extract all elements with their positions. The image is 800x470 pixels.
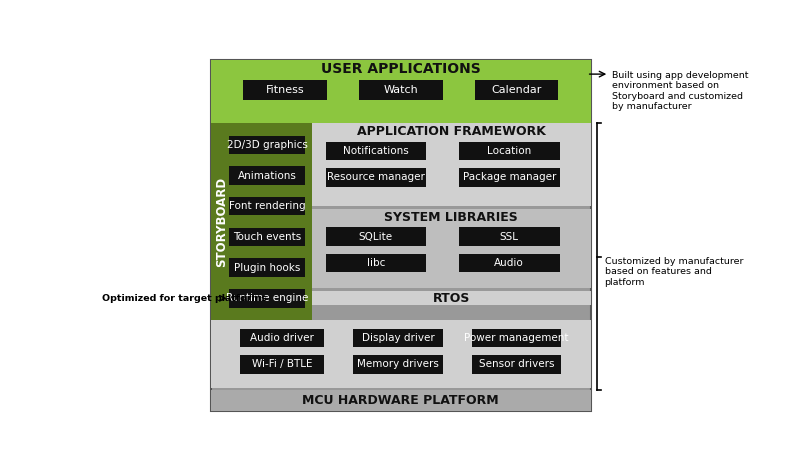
Text: Location: Location [487, 146, 531, 156]
Text: RTOS: RTOS [432, 292, 470, 305]
Bar [230, 136, 306, 154]
Text: Display driver: Display driver [362, 333, 434, 343]
Bar [354, 329, 442, 347]
Bar [474, 80, 558, 100]
Bar [230, 197, 306, 215]
Bar [230, 166, 306, 185]
Text: SYSTEM LIBRARIES: SYSTEM LIBRARIES [384, 211, 518, 224]
Text: Notifications: Notifications [343, 146, 409, 156]
Text: SSL: SSL [500, 232, 518, 242]
Bar [240, 329, 324, 347]
Bar [472, 329, 561, 347]
Text: Built using app development
environment based on
Storyboard and customized
by ma: Built using app development environment … [611, 71, 748, 111]
Text: Resource manager: Resource manager [327, 172, 425, 182]
Text: Customized by manufacturer
based on features and
platform: Customized by manufacturer based on feat… [605, 257, 743, 287]
Text: SQLite: SQLite [359, 232, 393, 242]
Bar [211, 320, 590, 388]
Bar [359, 80, 442, 100]
Text: STORYBOARD: STORYBOARD [215, 177, 228, 266]
Text: Plugin hooks: Plugin hooks [234, 263, 301, 273]
Bar [230, 227, 306, 246]
Bar [459, 142, 559, 160]
Bar [230, 289, 306, 307]
Text: Optimized for target platforms: Optimized for target platforms [102, 294, 266, 303]
Bar [311, 124, 590, 206]
Bar [472, 355, 561, 374]
Bar [243, 80, 326, 100]
Bar [211, 390, 590, 411]
Bar [459, 227, 559, 246]
Bar [326, 142, 426, 160]
Text: Audio driver: Audio driver [250, 333, 314, 343]
Text: Animations: Animations [238, 171, 297, 180]
Text: APPLICATION FRAMEWORK: APPLICATION FRAMEWORK [357, 125, 546, 138]
Bar [211, 60, 590, 124]
Text: Watch: Watch [383, 85, 418, 95]
Text: Wi-Fi / BTLE: Wi-Fi / BTLE [252, 360, 312, 369]
Text: Power management: Power management [464, 333, 569, 343]
Text: Calendar: Calendar [491, 85, 542, 95]
Bar [311, 209, 590, 288]
Text: 2D/3D graphics: 2D/3D graphics [227, 140, 308, 150]
Bar [311, 291, 590, 305]
Text: Package manager: Package manager [462, 172, 556, 182]
Bar [326, 227, 426, 246]
Text: Fitness: Fitness [266, 85, 304, 95]
Text: Sensor drivers: Sensor drivers [479, 360, 554, 369]
Bar [459, 168, 559, 187]
Bar [211, 60, 590, 411]
Text: Font rendering: Font rendering [229, 201, 306, 211]
Bar [230, 258, 306, 277]
Text: Runtime engine: Runtime engine [226, 293, 309, 303]
Text: MCU HARDWARE PLATFORM: MCU HARDWARE PLATFORM [302, 394, 499, 407]
Text: Audio: Audio [494, 258, 524, 268]
Text: libc: libc [366, 258, 385, 268]
Text: Touch events: Touch events [234, 232, 302, 242]
Bar [326, 168, 426, 187]
Bar [211, 124, 311, 320]
Text: USER APPLICATIONS: USER APPLICATIONS [321, 63, 481, 77]
Bar [459, 253, 559, 272]
Bar [354, 355, 442, 374]
Text: Memory drivers: Memory drivers [357, 360, 439, 369]
Bar [240, 355, 324, 374]
Bar [326, 253, 426, 272]
